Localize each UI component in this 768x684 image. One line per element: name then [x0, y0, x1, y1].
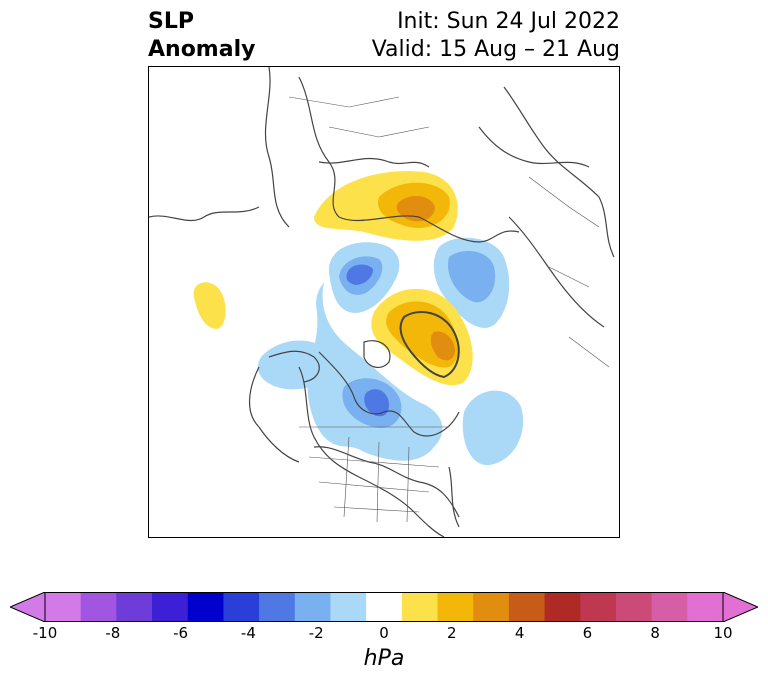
positive-anomaly-pacific [193, 282, 226, 329]
negative-anomaly-alaska [257, 340, 333, 390]
negative-anomaly-hudson-core [364, 389, 389, 417]
colorbar-segment [508, 592, 546, 622]
map-panel [148, 66, 620, 538]
colorbar-segment [223, 592, 260, 622]
colorbar-over-arrow [722, 592, 758, 622]
borders [288, 96, 610, 523]
colorbar-segment [651, 592, 688, 622]
chart-title: SLP Anomaly [148, 8, 255, 64]
valid-range: Valid: 15 Aug – 21 Aug [371, 37, 620, 62]
colorbar [10, 592, 758, 622]
colorbar-segment [152, 592, 189, 622]
colorbar-segment [366, 592, 403, 622]
colorbar-tick-label: -2 [308, 624, 324, 642]
colorbar-segment [615, 592, 653, 622]
colorbar-segment [473, 592, 510, 622]
colorbar-tick-label: 2 [447, 624, 457, 642]
coastlines [149, 67, 615, 537]
colorbar-segment [259, 592, 296, 622]
colorbar-tick-label: 0 [379, 624, 389, 642]
colorbar-segment [330, 592, 367, 622]
colorbar-segment [80, 592, 117, 622]
title-left-line2: Anomaly [148, 37, 256, 62]
colorbar-tick-label: -10 [32, 624, 58, 642]
colorbar-segment [580, 592, 617, 622]
colorbar-segment [116, 592, 153, 622]
anomaly-contours [193, 171, 524, 466]
positive-anomaly-siberia-core [396, 195, 435, 222]
date-info: Init: Sun 24 Jul 2022 Valid: 15 Aug – 21… [372, 8, 620, 64]
colorbar-tick-label: 4 [514, 624, 525, 642]
colorbar-segment [687, 592, 724, 622]
colorbar-unit: hPa [363, 646, 405, 671]
colorbar-under-arrow [10, 592, 46, 622]
colorbar-segment [401, 592, 439, 622]
colorbar-frame [44, 592, 724, 622]
colorbar-segment [437, 592, 474, 622]
colorbar-tick-label: 8 [650, 624, 660, 642]
colorbar-tick-label: 6 [582, 624, 593, 642]
colorbar-segment [294, 592, 331, 622]
colorbar-tick-label: 10 [713, 624, 733, 642]
map-svg [149, 67, 615, 537]
negative-anomaly-atlantic [462, 390, 524, 466]
colorbar-tick-label: -6 [173, 624, 189, 642]
positive-anomaly-greenland-core [430, 331, 455, 361]
colorbar-tick-label: -8 [105, 624, 121, 642]
negative-anomaly-barents-core [346, 264, 373, 285]
negative-anomaly-canada [307, 282, 443, 461]
colorbar-segment [45, 592, 82, 622]
negative-anomaly-chukchi-inner [448, 251, 496, 303]
colorbar-segment [187, 592, 224, 622]
init-date: Init: Sun 24 Jul 2022 [397, 9, 620, 34]
colorbar-segment [544, 592, 581, 622]
colorbar-tick-label: -4 [240, 624, 256, 642]
title-left-line1: SLP [148, 9, 194, 34]
